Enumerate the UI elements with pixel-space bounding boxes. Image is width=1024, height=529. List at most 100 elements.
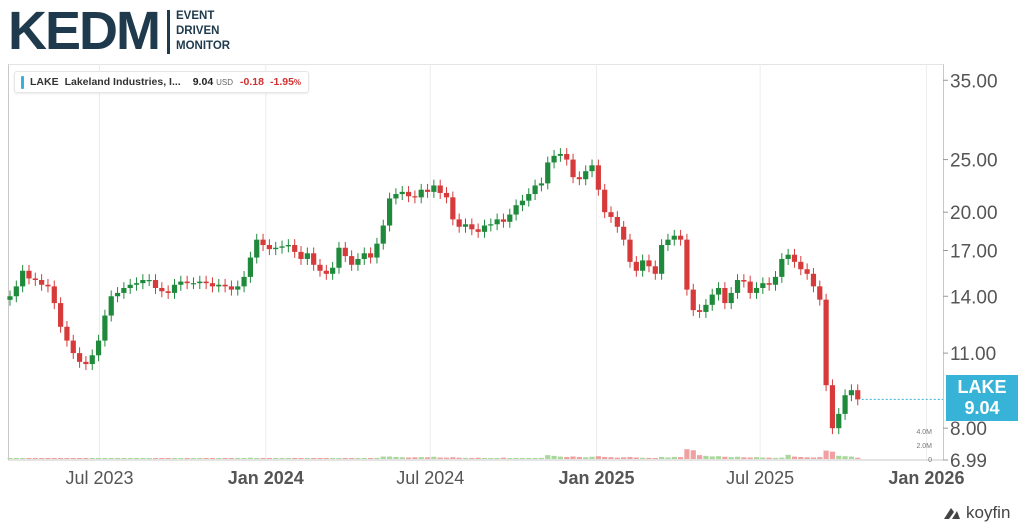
volume-bar	[703, 455, 709, 459]
candle-body	[545, 162, 551, 184]
volume-bar	[462, 457, 469, 459]
candle-body	[659, 245, 665, 274]
volume-bar	[266, 458, 272, 459]
volume-bar	[76, 458, 83, 459]
volume-bar	[311, 458, 317, 459]
volume-bar	[488, 458, 494, 459]
volume-bar	[418, 457, 424, 459]
chart-legend[interactable]: LAKE Lakeland Industries, I... 9.04 USD …	[14, 71, 310, 93]
volume-bar	[39, 458, 45, 459]
candle-body	[298, 251, 304, 259]
volume-bar	[829, 451, 836, 459]
candle-body	[456, 219, 462, 227]
candle-body	[595, 165, 601, 190]
volume-bar	[26, 458, 32, 459]
y-tick-label: 8.00	[950, 419, 987, 440]
volume-bar	[70, 458, 76, 459]
candle-body	[627, 239, 633, 262]
logo-tagline: EVENT DRIVEN MONITOR	[176, 9, 230, 54]
y-tick-label: 6.99	[950, 451, 987, 472]
candle-body	[836, 413, 842, 429]
volume-bar	[273, 458, 279, 459]
volume-bar	[551, 455, 557, 459]
candle-body	[323, 270, 329, 274]
volume-bar	[424, 457, 431, 459]
legend-currency: USD	[216, 77, 234, 87]
volume-bar	[222, 458, 228, 459]
volume-bar	[355, 458, 361, 459]
volume-bar	[399, 457, 405, 459]
volume-bar	[152, 458, 159, 459]
candle-body	[190, 283, 197, 285]
candle-body	[279, 246, 285, 248]
logo-tag-line: MONITOR	[176, 40, 231, 52]
volume-bar	[652, 458, 658, 459]
volume-bar	[728, 457, 734, 459]
volume-bar	[842, 456, 848, 459]
candle-body	[703, 304, 709, 312]
candle-body	[823, 299, 829, 386]
volume-bar	[690, 450, 696, 459]
volume-bar	[330, 458, 336, 459]
volume-bar	[734, 456, 741, 459]
candle-body	[102, 315, 108, 341]
volume-bar	[804, 457, 810, 459]
volume-bar	[342, 458, 348, 459]
volume-bar	[45, 458, 51, 459]
candle-body	[76, 353, 83, 362]
volume-bar	[513, 457, 519, 459]
volume-bar	[766, 457, 772, 459]
candle-body	[766, 283, 772, 285]
y-tick-label: 14.00	[950, 287, 998, 308]
volume-bar	[108, 458, 114, 459]
candle-body	[13, 286, 19, 297]
candle-body	[791, 254, 798, 262]
candle-body	[443, 192, 450, 198]
candle-body	[475, 229, 481, 232]
volume-bar	[51, 458, 57, 459]
candle-body	[431, 185, 437, 192]
candle-body	[121, 287, 127, 293]
candle-body	[39, 280, 45, 285]
price-tag-value: 9.04	[964, 398, 1000, 418]
candle-body	[405, 191, 412, 197]
candle-body	[450, 197, 456, 220]
candle-body	[317, 264, 323, 271]
volume-bar	[772, 457, 779, 459]
y-tick-label: 25.00	[950, 151, 998, 172]
volume-bar	[494, 458, 500, 459]
volume-bar	[583, 457, 589, 459]
volume-bar	[696, 455, 703, 459]
candle-body	[734, 280, 741, 293]
volume-bar	[102, 458, 108, 459]
volume-tick-label: 2.0M	[916, 443, 932, 450]
candle-body	[197, 281, 203, 284]
candle-body	[646, 260, 652, 267]
candle-body	[152, 280, 159, 288]
volume-bar	[374, 457, 380, 459]
logo-tag-line: EVENT	[176, 10, 215, 22]
volume-bar	[785, 454, 791, 459]
volume-bar	[317, 458, 323, 459]
candle-body	[722, 287, 728, 304]
candle-body	[260, 239, 266, 246]
volume-bar	[640, 457, 646, 459]
volume-bar	[500, 457, 507, 459]
volume-bar	[722, 456, 728, 459]
candle-body	[804, 269, 810, 274]
candle-body	[798, 261, 804, 270]
candle-body	[216, 284, 222, 287]
volume-bar	[557, 456, 563, 459]
volume-bar	[228, 458, 235, 459]
volume-bar	[684, 449, 690, 459]
volume-bar	[798, 456, 804, 459]
candle-body	[551, 155, 557, 163]
candle-body	[608, 212, 614, 217]
volume-bar	[437, 457, 443, 459]
candle-body	[570, 159, 576, 178]
volume-bar	[285, 458, 291, 459]
volume-bar	[538, 457, 545, 459]
volume-bar	[292, 458, 298, 459]
volume-bar	[823, 450, 829, 459]
